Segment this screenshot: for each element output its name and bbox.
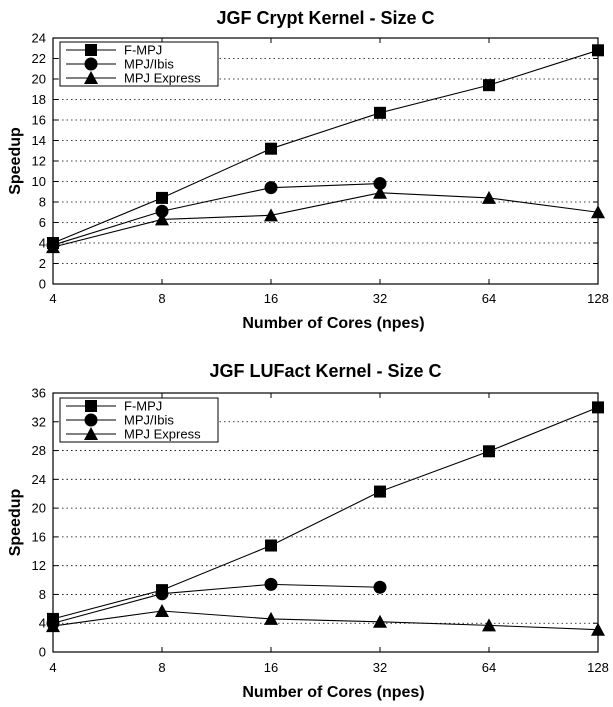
data-point-square bbox=[156, 191, 168, 204]
y-tick-label: 0 bbox=[39, 645, 46, 660]
data-point-square bbox=[592, 44, 604, 57]
legend-marker-triangle bbox=[84, 71, 98, 84]
y-tick-label: 32 bbox=[32, 414, 46, 429]
data-point-triangle bbox=[46, 619, 60, 633]
plot-frame bbox=[52, 392, 599, 653]
x-axis-label: Number of Cores (npes) bbox=[242, 315, 424, 332]
data-point-square bbox=[374, 485, 386, 498]
data-point-circle bbox=[264, 181, 278, 195]
legend-label: MPJ/Ibis bbox=[124, 57, 174, 72]
legend-label: F-MPJ bbox=[124, 43, 162, 58]
data-point-circle bbox=[155, 204, 169, 218]
x-tick-label: 64 bbox=[482, 660, 496, 675]
data-point-square bbox=[483, 445, 495, 458]
data-point-circle bbox=[155, 587, 169, 601]
y-tick-label: 28 bbox=[32, 443, 46, 458]
x-tick-label: 16 bbox=[264, 660, 278, 675]
y-tick-label: 20 bbox=[32, 72, 46, 87]
x-tick-label: 128 bbox=[587, 291, 609, 306]
y-tick-label: 24 bbox=[32, 472, 46, 487]
series-line-square bbox=[52, 406, 599, 620]
x-tick-label: 128 bbox=[587, 660, 609, 675]
y-tick-label: 8 bbox=[39, 195, 46, 210]
y-tick-label: 2 bbox=[39, 256, 46, 271]
series-line-triangle bbox=[52, 610, 599, 631]
y-tick-label: 18 bbox=[32, 92, 46, 107]
legend-marker-triangle bbox=[84, 427, 98, 440]
y-tick-label: 14 bbox=[32, 133, 46, 148]
y-tick-label: 4 bbox=[39, 236, 46, 251]
series-line-circle bbox=[52, 183, 381, 246]
x-tick-label: 4 bbox=[49, 291, 56, 306]
data-point-circle bbox=[373, 580, 387, 594]
y-tick-label: 6 bbox=[39, 215, 46, 230]
y-tick-label: 12 bbox=[32, 558, 46, 573]
chart-panel-2: JGF LUFact Kernel - Size C04812162024283… bbox=[7, 361, 609, 701]
y-tick-label: 8 bbox=[39, 587, 46, 602]
data-point-triangle bbox=[591, 205, 605, 219]
data-point-triangle bbox=[46, 240, 60, 254]
legend-label: F-MPJ bbox=[124, 399, 162, 414]
y-axis-label: Speedup bbox=[7, 488, 24, 556]
data-point-circle bbox=[264, 577, 278, 591]
data-point-square bbox=[592, 401, 604, 414]
data-point-square bbox=[374, 106, 386, 119]
legend-marker-square bbox=[85, 400, 97, 412]
chart-title: JGF Crypt Kernel - Size C bbox=[216, 8, 434, 28]
legend-label: MPJ/Ibis bbox=[124, 413, 174, 428]
y-tick-label: 36 bbox=[32, 386, 46, 401]
chart-title: JGF LUFact Kernel - Size C bbox=[209, 361, 441, 381]
data-point-triangle bbox=[264, 611, 278, 625]
y-tick-label: 12 bbox=[32, 154, 46, 169]
x-tick-label: 16 bbox=[264, 291, 278, 306]
x-tick-label: 8 bbox=[158, 291, 165, 306]
data-point-triangle bbox=[155, 212, 169, 226]
y-tick-label: 10 bbox=[32, 174, 46, 189]
data-point-triangle bbox=[373, 614, 387, 628]
legend-marker-circle bbox=[84, 413, 98, 427]
y-tick-label: 16 bbox=[32, 529, 46, 544]
data-point-square bbox=[265, 539, 277, 552]
y-tick-label: 20 bbox=[32, 501, 46, 516]
data-point-triangle bbox=[591, 622, 605, 636]
x-axis-label: Number of Cores (npes) bbox=[242, 684, 424, 701]
data-point-triangle bbox=[264, 208, 278, 222]
x-tick-label: 32 bbox=[373, 660, 387, 675]
chart-panel-1: JGF Crypt Kernel - Size C024681012141618… bbox=[7, 8, 609, 332]
data-point-circle bbox=[373, 177, 387, 191]
series-line-triangle bbox=[52, 192, 599, 248]
y-tick-label: 24 bbox=[32, 31, 46, 46]
data-point-triangle bbox=[482, 618, 496, 632]
legend-label: MPJ Express bbox=[124, 71, 201, 86]
data-point-square bbox=[265, 142, 277, 155]
legend-marker-square bbox=[85, 44, 97, 56]
legend-marker-circle bbox=[84, 57, 98, 71]
y-tick-label: 22 bbox=[32, 51, 46, 66]
legend-label: MPJ Express bbox=[124, 427, 201, 442]
series-line-square bbox=[52, 49, 599, 244]
x-tick-label: 64 bbox=[482, 291, 496, 306]
x-tick-label: 4 bbox=[49, 660, 56, 675]
data-point-triangle bbox=[482, 190, 496, 204]
data-point-triangle bbox=[155, 603, 169, 617]
y-tick-label: 16 bbox=[32, 113, 46, 128]
data-point-triangle bbox=[373, 185, 387, 199]
y-tick-label: 0 bbox=[39, 277, 46, 292]
y-tick-label: 4 bbox=[39, 616, 46, 631]
data-point-square bbox=[483, 79, 495, 92]
x-tick-label: 32 bbox=[373, 291, 387, 306]
x-tick-label: 8 bbox=[158, 660, 165, 675]
y-axis-label: Speedup bbox=[7, 127, 24, 195]
series-line-circle bbox=[52, 583, 381, 624]
